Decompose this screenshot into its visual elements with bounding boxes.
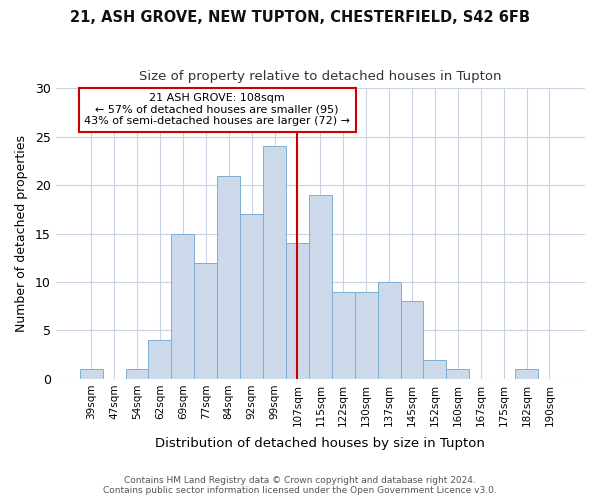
- Bar: [355, 292, 377, 379]
- Bar: [309, 195, 332, 379]
- Bar: [515, 369, 538, 379]
- Bar: [286, 244, 309, 379]
- Bar: [148, 340, 172, 379]
- Bar: [125, 369, 148, 379]
- Bar: [332, 292, 355, 379]
- Title: Size of property relative to detached houses in Tupton: Size of property relative to detached ho…: [139, 70, 502, 83]
- Text: Contains HM Land Registry data © Crown copyright and database right 2024.
Contai: Contains HM Land Registry data © Crown c…: [103, 476, 497, 495]
- X-axis label: Distribution of detached houses by size in Tupton: Distribution of detached houses by size …: [155, 437, 485, 450]
- Bar: [263, 146, 286, 379]
- Bar: [446, 369, 469, 379]
- Bar: [194, 262, 217, 379]
- Bar: [217, 176, 240, 379]
- Bar: [172, 234, 194, 379]
- Y-axis label: Number of detached properties: Number of detached properties: [15, 135, 28, 332]
- Bar: [377, 282, 401, 379]
- Bar: [80, 369, 103, 379]
- Bar: [424, 360, 446, 379]
- Text: 21, ASH GROVE, NEW TUPTON, CHESTERFIELD, S42 6FB: 21, ASH GROVE, NEW TUPTON, CHESTERFIELD,…: [70, 10, 530, 25]
- Bar: [401, 302, 424, 379]
- Bar: [240, 214, 263, 379]
- Text: 21 ASH GROVE: 108sqm
← 57% of detached houses are smaller (95)
43% of semi-detac: 21 ASH GROVE: 108sqm ← 57% of detached h…: [84, 93, 350, 126]
